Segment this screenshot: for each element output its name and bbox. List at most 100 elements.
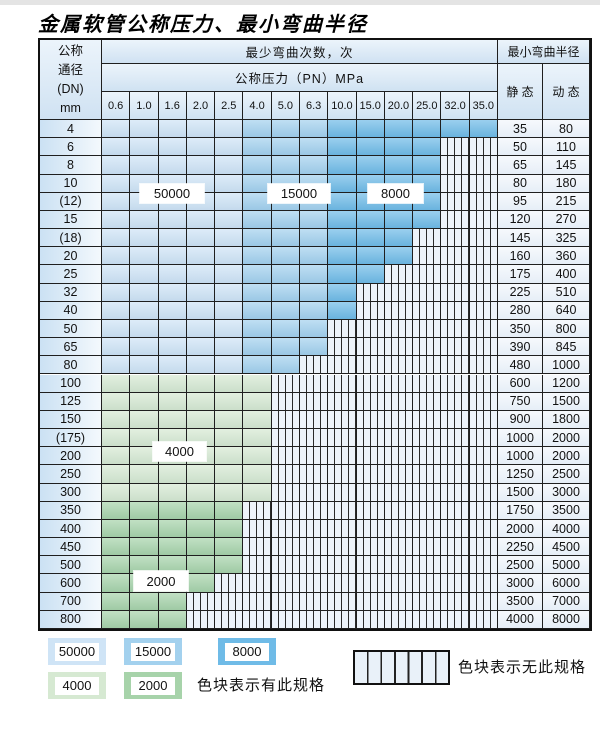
spec-cell-available [356,210,385,230]
spec-cell-none [300,429,329,448]
dn-column-header: 公称 通径 (DN) mm [40,40,102,120]
spec-cell-none [328,556,357,575]
spec-cell-available [271,229,300,248]
spec-cell-none [271,592,300,611]
spec-cell-available [215,210,244,230]
spec-cell-available [328,120,357,139]
spec-cell-none [300,483,329,502]
spec-cell-none [469,556,498,575]
spec-cell-none [413,374,442,393]
dn-row-label: 400 [40,519,102,539]
spec-cell-available [186,465,216,484]
legend-swatch-label: 4000 [55,676,99,695]
dn-row-label: 350 [40,501,102,520]
legend-swatch-label: 15000 [131,642,175,661]
spec-cell-none [469,192,498,211]
spec-cell-none [469,610,498,629]
spec-cell-available [186,229,216,248]
spec-cell-none [271,465,300,484]
spec-cell-none [384,592,414,611]
spec-cell-none [356,447,385,466]
spec-cell-none [271,538,300,557]
spec-cell-available [102,538,131,557]
spec-cell-none [300,538,329,557]
cycle-count-label: 50000 [140,184,204,203]
spec-cell-none [469,429,498,448]
spec-cell-none [300,574,329,593]
pressure-value-header: 1.6 [158,92,187,120]
spec-cell-none [300,592,329,611]
spec-cell-available [158,392,187,411]
spec-cell-available [243,465,272,484]
spec-cell-none [328,538,357,557]
static-radius-value: 900 [498,410,543,430]
spec-cell-none [243,610,272,629]
spec-cell-available [158,247,187,266]
spec-cell-available [186,247,216,266]
spec-cell-none [384,392,414,411]
spec-cell-none [441,356,470,375]
spec-cell-available [356,229,385,248]
dynamic-radius-value: 800 [543,319,590,339]
spec-cell-available [243,229,272,248]
dynamic-radius-value: 110 [543,138,590,157]
spec-cell-none [384,265,414,284]
spec-cell-none [469,592,498,611]
static-radius-value: 145 [498,229,543,248]
spec-cell-available [300,338,329,357]
spec-cell-available [243,247,272,266]
dynamic-radius-value: 360 [543,247,590,266]
spec-cell-available [300,301,329,320]
static-radius-value: 600 [498,374,543,393]
spec-cell-available [215,319,244,339]
spec-cell-available [158,410,187,430]
spec-cell-none [328,447,357,466]
spec-cell-available [271,120,300,139]
spec-cell-none [469,356,498,375]
spec-cell-available [243,483,272,502]
static-radius-value: 4000 [498,610,543,629]
spec-cell-none [441,156,470,175]
spec-cell-none [271,610,300,629]
static-radius-value: 3500 [498,592,543,611]
spec-cell-available [384,210,414,230]
spec-cell-none [243,592,272,611]
dynamic-radius-value: 510 [543,283,590,302]
static-radius-value: 750 [498,392,543,411]
spec-cell-available [102,156,131,175]
spec-cell-available [186,265,216,284]
legend-swatch-4000: 4000 [48,672,106,699]
spec-cell-none [271,447,300,466]
spec-cell-available [215,229,244,248]
spec-cell-none [413,265,442,284]
spec-cell-available [102,210,131,230]
static-radius-value: 50 [498,138,543,157]
spec-cell-available [158,319,187,339]
spec-cell-none [441,410,470,430]
min-bend-radius-header: 最小弯曲半径 [498,40,590,64]
dynamic-radius-value: 325 [543,229,590,248]
spec-cell-none [441,465,470,484]
dn-row-label: 800 [40,610,102,629]
dn-header-line: mm [60,100,81,115]
spec-cell-available [300,265,329,284]
spec-cell-available [130,483,159,502]
spec-cell-none [215,574,244,593]
spec-cell-available [413,210,442,230]
spec-cell-available [130,247,159,266]
spec-cell-none [441,319,470,339]
spec-cell-available [215,465,244,484]
spec-cell-available [215,429,244,448]
spec-cell-available [356,156,385,175]
spec-cell-available [215,392,244,411]
spec-cell-none [356,410,385,430]
spec-cell-available [102,501,131,520]
spec-cell-none [215,610,244,629]
spec-cell-available [130,592,159,611]
static-radius-value: 480 [498,356,543,375]
spec-cell-available [158,356,187,375]
spec-cell-available [243,174,272,193]
dn-row-label: 10 [40,174,102,193]
spec-cell-available [215,483,244,502]
